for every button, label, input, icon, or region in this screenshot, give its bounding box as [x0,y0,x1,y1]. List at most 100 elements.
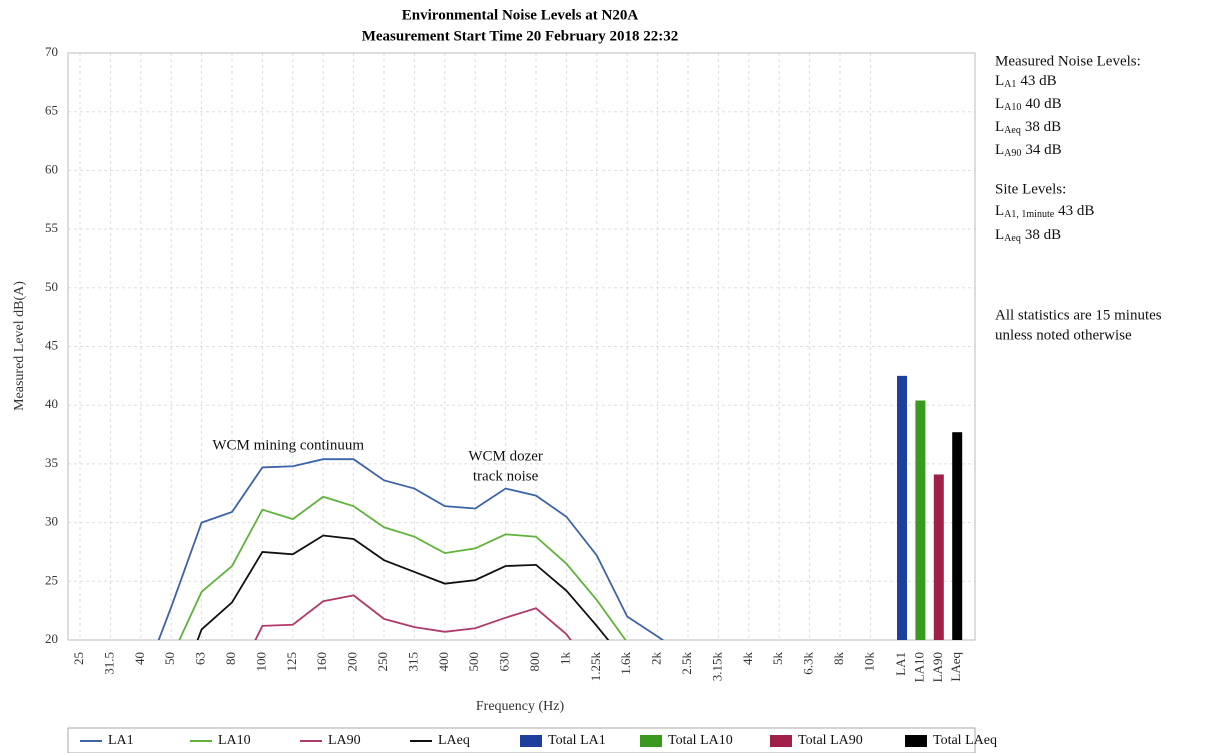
x-tick-label: 1.6k [618,652,633,675]
line-series [157,458,665,640]
side-entry-part: L [995,227,1004,243]
annotation: WCM mining continuum [212,438,364,454]
legend-swatch [770,735,792,747]
x-tick-label: 630 [497,652,512,672]
bar [952,432,963,640]
x-tick-label: 400 [436,652,451,672]
x-tick-label: 2.5k [679,652,694,675]
side-entry-part: A10 [1004,102,1021,113]
x-tick-label: 125 [284,652,299,672]
line-series [254,594,572,640]
x-tick-label: 1.25k [588,652,603,682]
legend-label: LA10 [218,733,251,748]
y-tick-label: 55 [45,220,58,235]
x-tick-label: 63 [193,652,208,665]
line-series [196,534,610,640]
y-tick-label: 30 [45,514,58,529]
x-tick-label: 100 [253,652,268,672]
x-tick-label: 160 [314,652,329,672]
x-tick-label: 200 [345,652,360,672]
x-tick-label: 250 [375,652,390,672]
x-tick-label: 3.15k [709,652,724,682]
side-entry-part: 38 dB [1025,119,1061,135]
chart-title: Environmental Noise Levels at N20A [402,7,639,23]
y-tick-label: 35 [45,455,58,470]
side-entry-part: A1 [1004,79,1016,90]
y-axis-label: Measured Level dB(A) [12,281,27,411]
legend-label: LA90 [328,733,361,748]
side-entry: LAeq 38 dB [995,227,1061,244]
x-tick-label: 2k [649,652,664,666]
legend-swatch [905,735,927,747]
chart-title: Measurement Start Time 20 February 2018 … [362,28,679,44]
legend-label: Total LA10 [668,733,733,748]
y-tick-label: 60 [45,161,58,176]
side-entry-part: 40 dB [1025,96,1061,112]
x-tick-label: 50 [162,652,177,665]
side-entry: LA90 34 dB [995,142,1062,159]
side-heading: Measured Noise Levels: [995,53,1141,69]
bar [897,375,907,640]
x-tick-label: LA1 [893,652,908,676]
annotation: WCM dozer [468,448,543,464]
x-tick-label: LAeq [948,652,963,682]
x-tick-label: 8k [831,652,846,666]
y-tick-label: 40 [45,396,58,411]
y-tick-label: 70 [45,44,58,59]
y-tick-label: 25 [45,572,58,587]
side-entry-part: A90 [1004,148,1021,159]
side-entry-part: L [995,203,1004,219]
x-tick-label: 40 [132,652,147,665]
legend-label: Total LA1 [548,733,606,748]
x-tick-label: LA10 [911,652,926,682]
x-tick-label: 80 [223,652,238,665]
side-entry-part: L [995,73,1004,89]
plot-frame [67,52,976,641]
bar [933,474,944,640]
side-note: All statistics are 15 minutes [995,307,1162,323]
side-entry-part: 34 dB [1025,142,1061,158]
x-tick-label: 500 [466,652,481,672]
legend-swatch [520,735,542,747]
x-tick-label: LA90 [930,652,945,682]
side-entry-part: L [995,96,1004,112]
y-tick-label: 45 [45,337,58,352]
y-tick-label: 50 [45,279,58,294]
side-entry: LA10 40 dB [995,96,1062,113]
x-tick-label: 6.3k [801,652,816,675]
legend-label: LAeq [438,733,470,748]
side-entry: LAeq 38 dB [995,119,1061,136]
y-tick-label: 65 [45,103,58,118]
x-axis-label: Frequency (Hz) [476,699,565,714]
side-entry-part: A1, 1minute [1004,209,1055,220]
legend-label: Total LA90 [798,733,863,748]
side-entry-part: Aeq [1004,233,1021,244]
x-tick-label: 315 [405,652,420,672]
side-heading: Site Levels: [995,181,1066,197]
x-tick-label: 4k [740,652,755,666]
side-note: unless noted otherwise [995,327,1132,343]
side-entry-part: 43 dB [1058,203,1094,219]
side-entry-part: 38 dB [1025,227,1061,243]
x-tick-label: 800 [527,652,542,672]
annotation: track noise [473,468,539,484]
x-tick-label: 5k [770,652,785,666]
legend-label: LA1 [108,733,134,748]
side-entry: LA1 43 dB [995,73,1057,90]
side-entry-part: L [995,142,1004,158]
x-tick-label: 10k [861,652,876,672]
line-series [178,495,627,640]
legend-swatch [640,735,662,747]
side-entry-part: Aeq [1004,125,1021,136]
x-tick-label: 31.5 [101,652,116,675]
side-entry: LA1, 1minute 43 dB [995,203,1094,220]
x-tick-label: 1k [557,652,572,666]
x-tick-label: 25 [71,652,86,665]
side-entry-part: 43 dB [1020,73,1056,89]
side-entry-part: L [995,119,1004,135]
y-tick-label: 20 [45,631,58,646]
bar [915,400,926,640]
plot-area [157,458,665,640]
legend-label: Total LAeq [933,733,997,748]
